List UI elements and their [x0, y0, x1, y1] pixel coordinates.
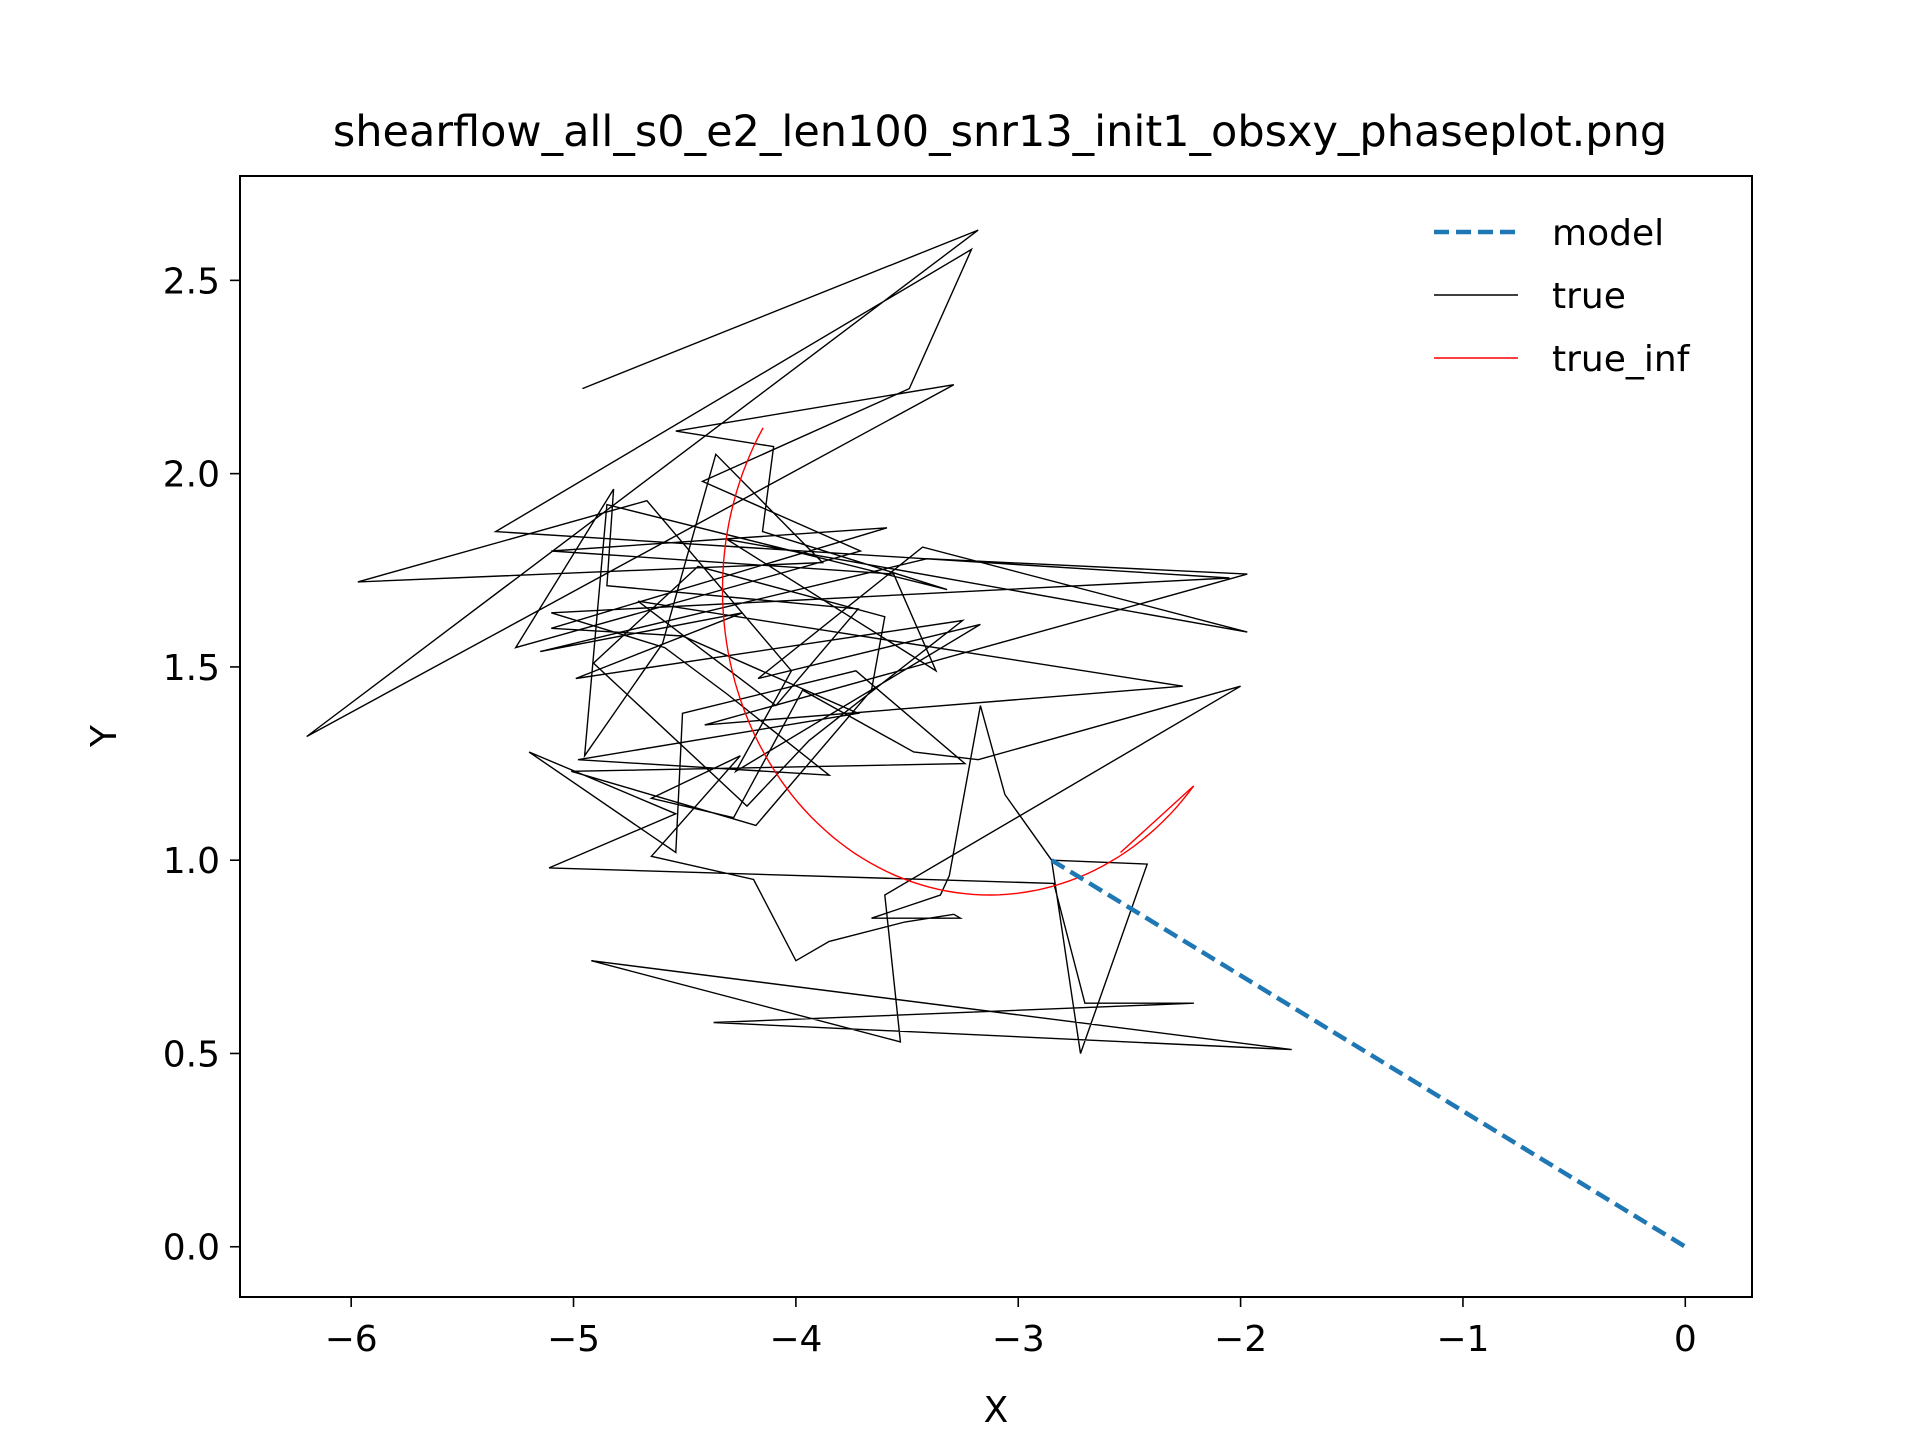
x-tick-label: −2 [1214, 1319, 1267, 1360]
y-tick-label: 2.5 [163, 261, 220, 302]
x-tick-label: −3 [992, 1319, 1045, 1360]
x-tick-label: −6 [325, 1319, 378, 1360]
x-tick-label: −5 [547, 1319, 600, 1360]
x-tick-label: −4 [769, 1319, 822, 1360]
chart-title: shearflow_all_s0_e2_len100_snr13_init1_o… [333, 107, 1667, 157]
x-axis-label: X [984, 1390, 1009, 1431]
y-tick-label: 0.5 [163, 1034, 220, 1075]
series-line-true [306, 229, 1292, 1054]
y-axis: 0.0 0.5 1.0 1.5 2.0 2.5 [163, 261, 240, 1269]
series-line-model [1050, 858, 1687, 1249]
legend-label-model: model [1552, 213, 1664, 254]
x-axis: −6 −5 −4 −3 −2 −1 0 [325, 1297, 1697, 1360]
plot-frame [239, 175, 1753, 1298]
y-tick-label: 1.0 [163, 841, 220, 882]
x-tick-label: 0 [1674, 1319, 1697, 1360]
y-tick-label: 1.5 [163, 648, 220, 689]
legend: model true true_inf [1434, 213, 1691, 380]
y-tick-label: 2.0 [163, 455, 220, 496]
legend-label-true-inf: true_inf [1552, 339, 1691, 380]
legend-label-true: true [1552, 276, 1626, 317]
plot-area [306, 229, 1687, 1249]
y-axis-label: Y [84, 724, 125, 748]
y-tick-label: 0.0 [163, 1228, 220, 1269]
x-tick-label: −1 [1436, 1319, 1489, 1360]
series-line-true-inf [721, 427, 1195, 896]
